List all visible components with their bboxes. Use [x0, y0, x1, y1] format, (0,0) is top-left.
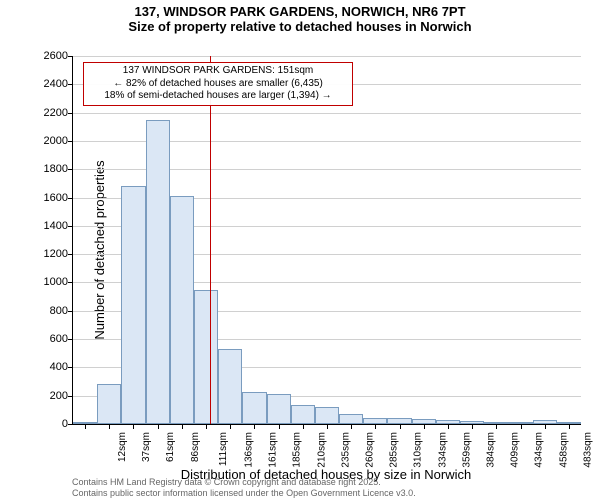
x-tick-mark	[424, 424, 425, 429]
y-tick-mark	[68, 56, 73, 57]
histogram-bar	[218, 349, 242, 424]
gridline-h	[73, 113, 581, 114]
x-tick-mark	[569, 424, 570, 429]
y-tick-mark	[68, 396, 73, 397]
x-tick-label: 458sqm	[558, 432, 569, 468]
x-tick-label: 61sqm	[165, 432, 176, 462]
x-tick-label: 37sqm	[141, 432, 152, 462]
histogram-bar	[339, 414, 363, 424]
x-tick-mark	[279, 424, 280, 429]
x-tick-mark	[521, 424, 522, 429]
histogram-bar	[267, 394, 291, 424]
x-tick-mark	[182, 424, 183, 429]
x-tick-mark	[230, 424, 231, 429]
annotation-box: 137 WINDSOR PARK GARDENS: 151sqm ← 82% o…	[83, 62, 353, 106]
x-tick-label: 310sqm	[413, 432, 424, 468]
x-tick-label: 111sqm	[218, 432, 229, 466]
footer-line-1: Contains HM Land Registry data © Crown c…	[72, 477, 416, 487]
y-tick-mark	[68, 141, 73, 142]
y-tick-mark	[68, 282, 73, 283]
footer-attribution: Contains HM Land Registry data © Crown c…	[72, 477, 416, 498]
histogram-bar	[315, 407, 339, 424]
annotation-line-2: ← 82% of detached houses are smaller (6,…	[90, 78, 346, 91]
x-tick-mark	[158, 424, 159, 429]
y-tick-label: 2200	[28, 107, 68, 119]
x-tick-mark	[133, 424, 134, 429]
x-tick-mark	[472, 424, 473, 429]
y-tick-mark	[68, 254, 73, 255]
x-tick-mark	[206, 424, 207, 429]
x-tick-mark	[109, 424, 110, 429]
histogram-bar	[242, 392, 266, 424]
x-tick-mark	[496, 424, 497, 429]
x-tick-mark	[351, 424, 352, 429]
x-tick-label: 359sqm	[461, 432, 472, 468]
x-tick-label: 210sqm	[316, 432, 327, 468]
x-tick-label: 136sqm	[244, 432, 255, 468]
x-tick-label: 86sqm	[190, 432, 201, 462]
chart-container: 137, WINDSOR PARK GARDENS, NORWICH, NR6 …	[0, 0, 600, 500]
y-tick-label: 800	[28, 305, 68, 317]
marker-line	[210, 56, 211, 424]
footer-line-2: Contains public sector information licen…	[72, 488, 416, 498]
title-line-1: 137, WINDSOR PARK GARDENS, NORWICH, NR6 …	[0, 4, 600, 19]
y-tick-label: 1800	[28, 163, 68, 175]
y-tick-label: 400	[28, 361, 68, 373]
gridline-h	[73, 56, 581, 57]
y-tick-mark	[68, 226, 73, 227]
y-tick-label: 1000	[28, 276, 68, 288]
x-tick-label: 409sqm	[510, 432, 521, 468]
x-tick-mark	[303, 424, 304, 429]
title-line-2: Size of property relative to detached ho…	[0, 19, 600, 34]
y-tick-mark	[68, 339, 73, 340]
histogram-bar	[97, 384, 121, 424]
y-tick-mark	[68, 113, 73, 114]
y-tick-mark	[68, 198, 73, 199]
x-tick-label: 12sqm	[117, 432, 128, 462]
y-tick-label: 2400	[28, 78, 68, 90]
y-tick-label: 0	[28, 418, 68, 430]
x-tick-label: 434sqm	[534, 432, 545, 468]
x-tick-label: 260sqm	[365, 432, 376, 468]
x-tick-label: 161sqm	[268, 432, 279, 468]
chart-title: 137, WINDSOR PARK GARDENS, NORWICH, NR6 …	[0, 4, 600, 34]
x-tick-mark	[400, 424, 401, 429]
y-tick-label: 1600	[28, 192, 68, 204]
y-tick-mark	[68, 311, 73, 312]
x-tick-mark	[375, 424, 376, 429]
y-tick-mark	[68, 84, 73, 85]
histogram-bar	[194, 290, 218, 424]
x-tick-mark	[254, 424, 255, 429]
x-tick-label: 334sqm	[437, 432, 448, 468]
x-tick-label: 483sqm	[582, 432, 593, 468]
histogram-bar	[291, 405, 315, 424]
annotation-line-3: 18% of semi-detached houses are larger (…	[90, 90, 346, 103]
x-tick-mark	[327, 424, 328, 429]
y-tick-mark	[68, 424, 73, 425]
histogram-bar	[170, 196, 194, 424]
y-tick-label: 2000	[28, 135, 68, 147]
y-tick-label: 2600	[28, 50, 68, 62]
x-tick-label: 185sqm	[292, 432, 303, 468]
x-tick-mark	[448, 424, 449, 429]
annotation-line-1: 137 WINDSOR PARK GARDENS: 151sqm	[90, 65, 346, 78]
y-tick-label: 1200	[28, 248, 68, 260]
x-tick-label: 285sqm	[389, 432, 400, 468]
histogram-bar	[146, 120, 170, 424]
y-tick-label: 200	[28, 390, 68, 402]
y-tick-label: 1400	[28, 220, 68, 232]
y-tick-label: 600	[28, 333, 68, 345]
x-tick-mark	[545, 424, 546, 429]
x-tick-mark	[85, 424, 86, 429]
histogram-bar	[121, 186, 145, 424]
x-tick-label: 235sqm	[340, 432, 351, 468]
x-tick-label: 384sqm	[486, 432, 497, 468]
y-tick-mark	[68, 367, 73, 368]
plot-area: 137 WINDSOR PARK GARDENS: 151sqm ← 82% o…	[72, 56, 581, 425]
y-tick-mark	[68, 169, 73, 170]
